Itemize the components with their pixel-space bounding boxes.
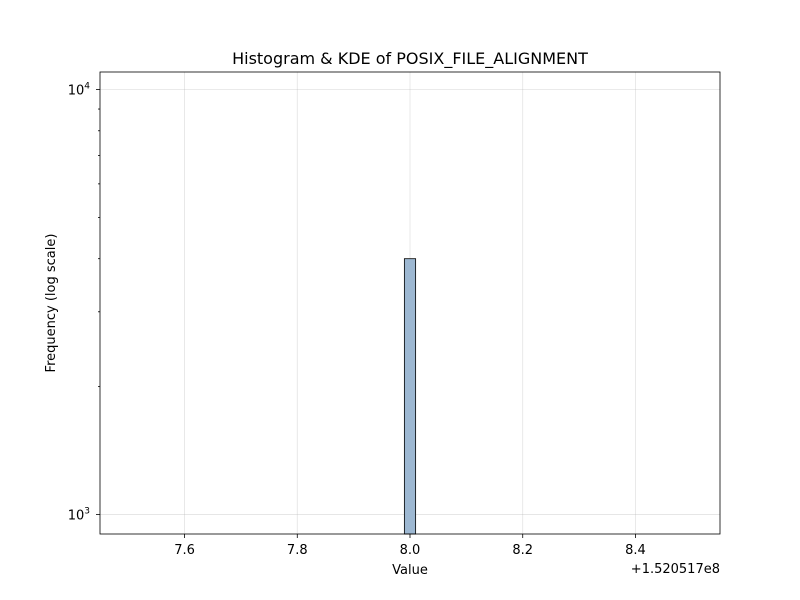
y-axis-ticks: 103 104: [68, 82, 100, 524]
y-tick-label: 103: [68, 507, 90, 524]
x-tick-label: 8.2: [512, 543, 533, 558]
x-tick-label: 8.4: [625, 543, 646, 558]
x-axis-ticks: 7.6 7.8 8.0 8.2 8.4: [174, 534, 646, 558]
x-axis-offset-label: +1.520517e8: [631, 562, 720, 577]
chart-title: Histogram & KDE of POSIX_FILE_ALIGNMENT: [232, 49, 588, 69]
bars: [403, 258, 417, 535]
x-tick-label: 8.0: [400, 543, 421, 558]
y-axis-label: Frequency (log scale): [44, 234, 59, 373]
x-tick-label: 7.8: [287, 543, 308, 558]
x-axis-label: Value: [392, 563, 428, 578]
x-tick-label: 7.6: [174, 543, 195, 558]
histogram-bar: [403, 258, 417, 535]
y-tick-label: 104: [68, 82, 91, 99]
